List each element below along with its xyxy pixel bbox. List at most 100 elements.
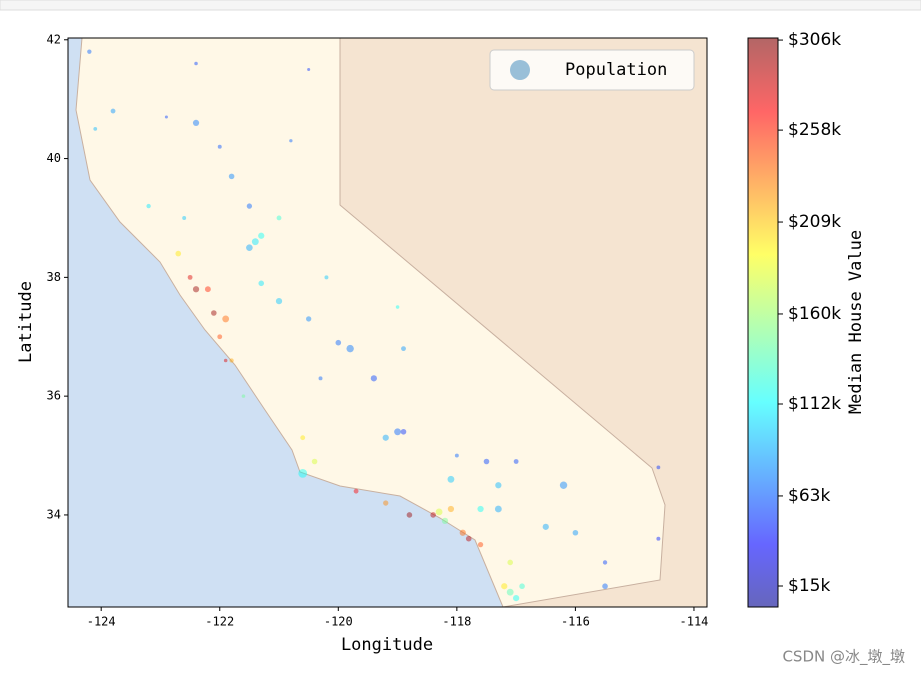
- point: [164, 115, 168, 119]
- point: [477, 505, 484, 513]
- point: [311, 458, 318, 465]
- point: [494, 505, 502, 513]
- point: [241, 394, 246, 398]
- point: [93, 126, 98, 131]
- point: [513, 594, 520, 602]
- point: [370, 375, 377, 382]
- ocean: [68, 38, 503, 607]
- y-tick-label: 36: [47, 389, 61, 403]
- point: [258, 280, 265, 287]
- point: [251, 238, 259, 246]
- point: [228, 173, 235, 180]
- point: [602, 560, 608, 565]
- point: [307, 67, 311, 72]
- point: [542, 523, 549, 530]
- frame-top: [0, 0, 921, 11]
- colorbar-label: Median House Value: [846, 230, 866, 414]
- point: [192, 119, 200, 127]
- point: [335, 339, 342, 346]
- y-tick-label: 34: [47, 507, 61, 521]
- x-tick-label: -118: [442, 615, 471, 629]
- point: [401, 346, 406, 352]
- map: [68, 38, 707, 607]
- point: [246, 203, 253, 209]
- point: [572, 529, 579, 536]
- point: [298, 468, 308, 478]
- plot-frame: [67, 37, 708, 608]
- point: [246, 244, 253, 251]
- point: [447, 505, 455, 513]
- point: [495, 482, 502, 489]
- point: [483, 458, 490, 465]
- watermark: CSDN @冰_墩_墩: [782, 648, 905, 667]
- x-tick-label: -124: [87, 615, 116, 629]
- x-tick-label: -116: [561, 615, 590, 629]
- point: [459, 529, 466, 536]
- point: [506, 588, 514, 596]
- point: [406, 512, 413, 518]
- point: [87, 49, 92, 54]
- colorbar-tick-label: $160k: [788, 304, 841, 324]
- point: [324, 275, 329, 280]
- point: [258, 232, 265, 239]
- point: [204, 286, 211, 293]
- colorbar-tick-label: $209k: [788, 212, 841, 232]
- point: [454, 453, 459, 458]
- point: [182, 215, 187, 220]
- point: [229, 358, 234, 363]
- legend-marker: [510, 60, 530, 80]
- colorbar-tick-label: $306k: [788, 30, 841, 50]
- colorbar-tick-label: $258k: [788, 120, 841, 140]
- point: [192, 286, 200, 293]
- point: [656, 465, 661, 470]
- point: [275, 297, 283, 305]
- point: [211, 310, 217, 316]
- point: [382, 434, 389, 441]
- point: [146, 203, 151, 209]
- colorbar: [747, 37, 779, 608]
- point: [447, 475, 455, 483]
- point: [289, 139, 293, 143]
- point: [394, 428, 402, 436]
- point: [465, 535, 472, 542]
- point: [430, 512, 436, 518]
- point: [602, 583, 608, 590]
- colorbar-tick-label: $112k: [788, 394, 841, 414]
- y-tick-label: 38: [47, 270, 61, 284]
- y-tick-label: 42: [47, 32, 61, 46]
- california: [75, 38, 666, 607]
- point: [507, 559, 513, 566]
- point: [217, 334, 223, 340]
- point: [194, 61, 198, 66]
- point: [395, 305, 400, 309]
- point: [223, 358, 228, 363]
- point: [276, 215, 282, 221]
- x-tick-label: -114: [680, 615, 709, 629]
- points-layer: [87, 49, 661, 602]
- point: [110, 108, 116, 114]
- legend: [489, 49, 695, 91]
- point: [318, 376, 323, 381]
- legend-label: Population: [565, 60, 667, 80]
- point: [559, 481, 568, 489]
- y-axis-label: Latitude: [16, 281, 36, 363]
- point: [477, 541, 484, 548]
- point: [300, 435, 306, 441]
- colorbar-tick-label: $15k: [788, 576, 830, 596]
- point: [175, 250, 182, 257]
- point: [306, 316, 312, 322]
- y-tick-label: 40: [47, 151, 61, 165]
- x-axis-label: Longitude: [341, 635, 433, 655]
- x-tick-label: -120: [324, 615, 353, 629]
- point: [513, 459, 519, 464]
- point: [187, 274, 193, 280]
- point: [519, 583, 525, 590]
- point: [501, 583, 508, 590]
- point: [441, 517, 449, 525]
- point: [383, 500, 389, 506]
- x-tick-label: -122: [205, 615, 234, 629]
- point: [400, 428, 407, 435]
- point: [217, 144, 222, 149]
- point: [656, 536, 661, 541]
